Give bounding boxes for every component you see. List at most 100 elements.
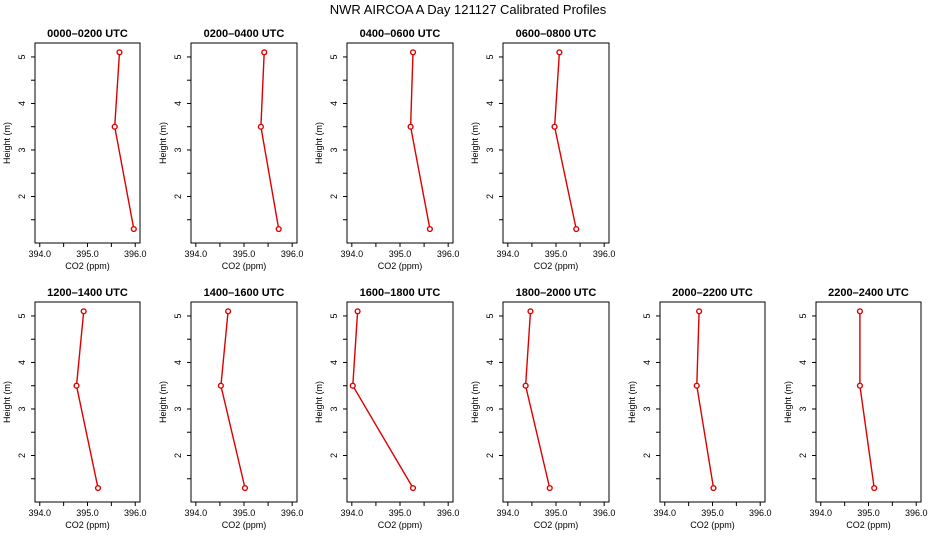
- plot-frame: [190, 301, 298, 503]
- x-axis-label: CO2 (ppm): [65, 520, 110, 530]
- x-tick-label: 394.0: [185, 508, 208, 518]
- data-point: [693, 382, 700, 389]
- y-axis-label: Height (m): [470, 122, 480, 164]
- panel-title: 1800–2000 UTC: [516, 287, 597, 299]
- y-tick-label: 4: [329, 101, 339, 106]
- series-line: [220, 311, 246, 489]
- y-tick-label: 5: [642, 313, 652, 318]
- y-tick-label: 5: [329, 313, 339, 318]
- x-tick-label: 396.0: [124, 508, 147, 518]
- x-tick-label: 396.0: [593, 508, 616, 518]
- panels-grid: 0000–0200 UTC 394.0 395.0 396.0 2 3 4 5 CO2 (ppm…: [2, 28, 927, 530]
- data-point: [551, 123, 558, 130]
- panel-title: 0000–0200 UTC: [47, 28, 128, 40]
- panel-title: 2000–2200 UTC: [672, 287, 753, 299]
- x-axis-label: CO2 (ppm): [222, 261, 267, 271]
- data-point: [94, 484, 102, 492]
- panel-5: 1400–1600 UTC 394.0 395.0 396.0 2 3 4 5 CO2 (ppm…: [158, 287, 303, 530]
- series-line: [75, 311, 99, 489]
- x-axis-label: CO2 (ppm): [65, 261, 110, 271]
- y-tick-label: 2: [485, 453, 495, 458]
- y-axis-label: Height (m): [158, 122, 168, 164]
- data-point: [573, 225, 580, 233]
- data-point: [73, 382, 80, 389]
- panel-title: 1600–1800 UTC: [360, 287, 441, 299]
- y-tick-label: 4: [173, 101, 183, 106]
- data-point: [217, 382, 224, 389]
- y-tick-label: 3: [173, 406, 183, 411]
- x-axis-label: CO2 (ppm): [846, 520, 891, 530]
- x-tick-label: 395.0: [389, 249, 412, 259]
- panel-0: 0000–0200 UTC 394.0 395.0 396.0 2 3 4 5 CO2 (ppm…: [2, 28, 146, 271]
- y-tick-label: 5: [17, 313, 27, 318]
- panel-title: 0400–0600 UTC: [360, 28, 441, 40]
- y-tick-label: 2: [173, 194, 183, 199]
- data-point: [696, 308, 703, 315]
- y-tick-label: 5: [485, 54, 495, 59]
- x-tick-label: 394.0: [341, 249, 364, 259]
- y-tick-label: 3: [642, 406, 652, 411]
- y-tick-label: 4: [485, 101, 495, 106]
- panel-title: 2200–2400 UTC: [828, 287, 909, 299]
- panel-title: 0600–0800 UTC: [516, 28, 597, 40]
- x-tick-label: 395.0: [545, 249, 568, 259]
- data-point: [354, 308, 361, 315]
- data-point: [409, 484, 417, 492]
- x-axis-label: CO2 (ppm): [378, 520, 423, 530]
- y-axis-label: Height (m): [158, 381, 168, 423]
- y-tick-label: 2: [329, 194, 339, 199]
- y-axis-label: Height (m): [470, 381, 480, 423]
- series-line: [696, 311, 715, 489]
- panel-1: 0200–0400 UTC 394.0 395.0 396.0 2 3 4 5 CO2 (ppm…: [158, 28, 303, 271]
- y-tick-label: 5: [485, 313, 495, 318]
- data-point: [856, 382, 864, 389]
- panel-4: 1200–1400 UTC 394.0 395.0 396.0 2 3 4 5 CO2 (ppm…: [2, 287, 146, 530]
- panel-title: 0200–0400 UTC: [204, 28, 285, 40]
- plot-frame: [346, 42, 454, 244]
- y-axis-label: Height (m): [2, 381, 12, 423]
- y-tick-label: 2: [17, 453, 27, 458]
- series-line: [859, 311, 875, 489]
- x-axis-label: CO2 (ppm): [378, 261, 423, 271]
- y-tick-label: 2: [17, 194, 27, 199]
- x-tick-label: 396.0: [437, 508, 460, 518]
- panel-3: 0600–0800 UTC 394.0 395.0 396.0 2 3 4 5 CO2 (ppm…: [470, 28, 615, 271]
- y-tick-label: 3: [485, 147, 495, 152]
- y-tick-label: 4: [485, 360, 495, 365]
- y-tick-label: 5: [798, 313, 808, 318]
- x-tick-label: 395.0: [545, 508, 568, 518]
- x-tick-label: 394.0: [341, 508, 364, 518]
- panel-6: 1600–1800 UTC 394.0 395.0 396.0 2 3 4 5 CO2 (ppm…: [314, 287, 459, 530]
- data-point: [407, 123, 414, 130]
- series-line: [260, 52, 280, 230]
- y-tick-label: 4: [798, 360, 808, 365]
- x-tick-label: 395.0: [233, 249, 256, 259]
- y-tick-label: 3: [798, 406, 808, 411]
- data-point: [275, 225, 282, 233]
- figure-title: NWR AIRCOA A Day 121127 Calibrated Profi…: [330, 2, 607, 17]
- plot-frame: [34, 301, 141, 503]
- x-tick-label: 396.0: [437, 249, 460, 259]
- data-point: [261, 49, 268, 56]
- y-tick-label: 2: [642, 453, 652, 458]
- y-tick-label: 2: [329, 453, 339, 458]
- y-tick-label: 3: [17, 406, 27, 411]
- x-tick-label: 396.0: [749, 508, 772, 518]
- x-axis-label: CO2 (ppm): [222, 520, 267, 530]
- plot-frame: [190, 42, 298, 244]
- y-tick-label: 4: [329, 360, 339, 365]
- y-tick-label: 3: [173, 147, 183, 152]
- data-point: [116, 49, 123, 56]
- data-point: [241, 484, 249, 492]
- x-axis-label: CO2 (ppm): [690, 520, 735, 530]
- y-tick-label: 3: [17, 147, 27, 152]
- x-tick-label: 395.0: [76, 508, 99, 518]
- data-point: [426, 225, 433, 233]
- series-line: [409, 52, 431, 230]
- data-point: [257, 123, 264, 130]
- y-tick-label: 5: [173, 313, 183, 318]
- x-tick-label: 395.0: [233, 508, 256, 518]
- y-axis-label: Height (m): [783, 381, 793, 423]
- panel-2: 0400–0600 UTC 394.0 395.0 396.0 2 3 4 5 CO2 (ppm…: [314, 28, 459, 271]
- x-tick-label: 394.0: [497, 249, 520, 259]
